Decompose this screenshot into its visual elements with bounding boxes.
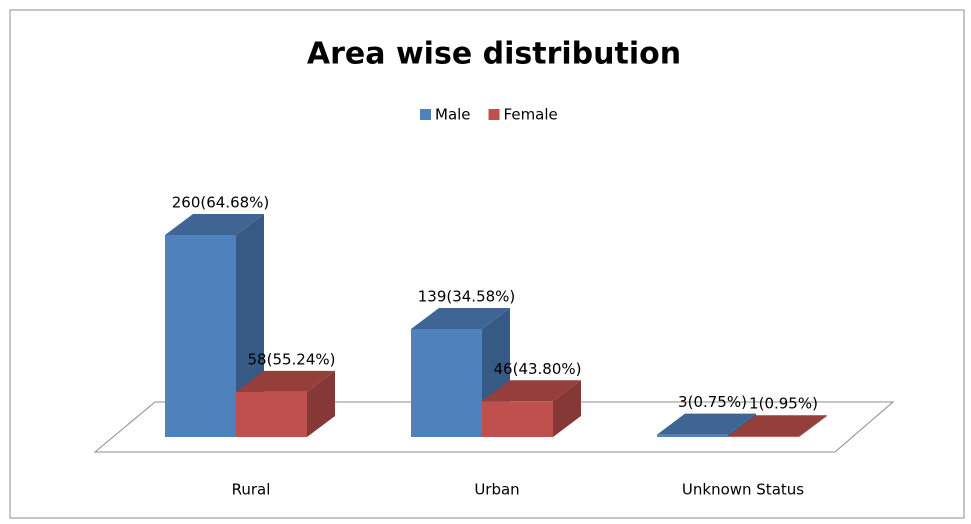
bar-top (728, 415, 827, 437)
x-tick-label: Urban (474, 481, 519, 499)
bar (728, 415, 827, 437)
legend-label: Male (435, 106, 471, 124)
bar-front (165, 234, 236, 437)
legend-swatch (488, 109, 500, 120)
data-label: 260(64.68%) (172, 193, 270, 211)
bar-front (657, 434, 728, 437)
bar-front (482, 401, 553, 437)
data-label: 1(0.95%) (749, 395, 818, 413)
x-tick-label: Unknown Status (682, 481, 804, 499)
bar-front (728, 436, 799, 437)
bar-top (482, 380, 581, 402)
bar-side (307, 370, 335, 437)
bar-top (411, 307, 510, 329)
data-label: 46(43.80%) (494, 360, 582, 378)
bar-side (799, 415, 827, 437)
legend-swatch (420, 109, 431, 120)
bar (236, 370, 335, 437)
bar-top (236, 370, 335, 392)
legend-label: Female (504, 106, 558, 124)
bar-front (236, 391, 307, 437)
bar-top (657, 413, 756, 435)
data-label: 139(34.58%) (418, 287, 516, 305)
x-tick-label: Rural (232, 481, 271, 499)
data-label: 58(55.24%) (248, 350, 336, 368)
bar-front (411, 328, 482, 437)
bar (482, 380, 581, 437)
chart-title: Area wise distribution (307, 37, 681, 72)
bar-side (553, 380, 581, 437)
data-label: 3(0.75%) (678, 393, 747, 411)
bar-top (165, 213, 264, 235)
